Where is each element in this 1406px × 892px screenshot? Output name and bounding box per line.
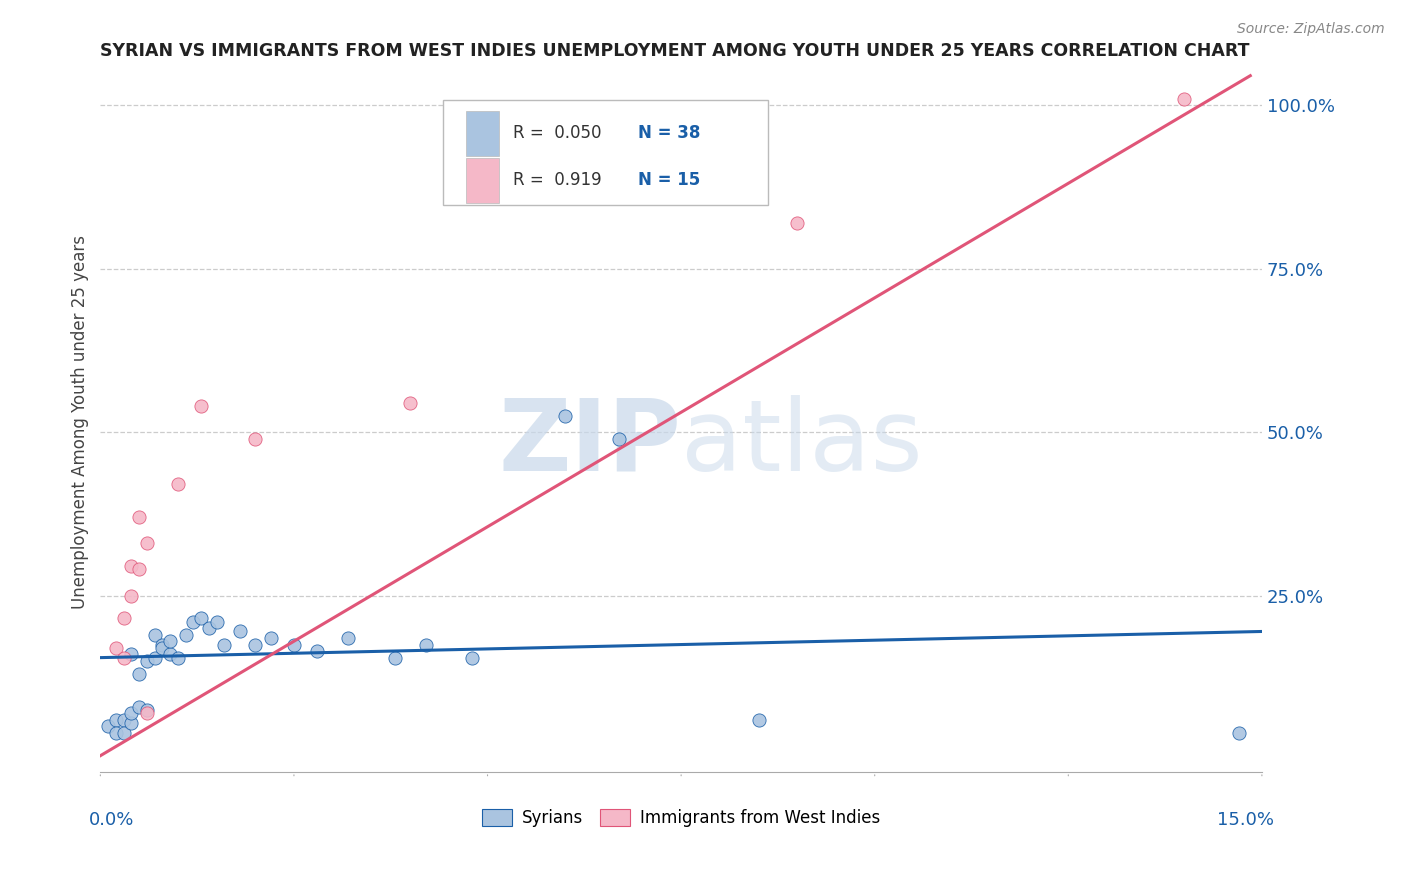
Text: R =  0.050: R = 0.050 [513,124,602,143]
Text: SYRIAN VS IMMIGRANTS FROM WEST INDIES UNEMPLOYMENT AMONG YOUTH UNDER 25 YEARS CO: SYRIAN VS IMMIGRANTS FROM WEST INDIES UN… [100,42,1250,60]
Point [212,638,235,652]
Point [461,650,484,665]
Point [112,611,135,625]
Point [104,713,127,727]
Point [120,706,142,721]
Point [337,631,360,645]
Point [260,631,283,645]
Point [166,650,188,665]
Point [143,628,166,642]
Point [120,589,142,603]
Point [181,615,204,629]
Point [159,634,181,648]
Y-axis label: Unemployment Among Youth under 25 years: Unemployment Among Youth under 25 years [72,235,89,609]
Point [150,638,173,652]
Point [1173,92,1195,106]
FancyBboxPatch shape [443,101,768,205]
Text: 15.0%: 15.0% [1216,811,1274,829]
Point [112,713,135,727]
Text: Source: ZipAtlas.com: Source: ZipAtlas.com [1237,22,1385,37]
Point [104,726,127,740]
Point [786,216,808,230]
Point [554,409,576,423]
Point [190,399,212,413]
Point [135,706,157,721]
Point [112,650,135,665]
Point [283,638,305,652]
Text: atlas: atlas [681,395,922,491]
Point [120,716,142,731]
Point [166,477,188,491]
Point [1227,726,1250,740]
Point [245,638,267,652]
Point [128,699,150,714]
Point [748,713,770,727]
FancyBboxPatch shape [467,158,499,203]
Point [245,432,267,446]
Point [143,650,166,665]
Point [135,654,157,668]
Point [159,648,181,662]
Point [415,638,437,652]
Point [190,611,212,625]
Point [112,726,135,740]
Point [307,644,329,658]
Point [607,432,630,446]
Text: N = 38: N = 38 [638,124,700,143]
Text: R =  0.919: R = 0.919 [513,171,602,189]
Legend: Syrians, Immigrants from West Indies: Syrians, Immigrants from West Indies [475,802,887,834]
Point [174,628,197,642]
Point [120,648,142,662]
Point [120,559,142,574]
Point [205,615,228,629]
Text: 0.0%: 0.0% [89,811,134,829]
Point [229,624,252,639]
Point [128,667,150,681]
Point [135,536,157,550]
Point [135,703,157,717]
Point [128,510,150,524]
Point [128,562,150,576]
Point [97,719,120,733]
Text: ZIP: ZIP [498,395,681,491]
Point [384,650,406,665]
FancyBboxPatch shape [467,111,499,156]
Point [197,621,219,635]
Text: N = 15: N = 15 [638,171,700,189]
Point [399,395,422,409]
Point [150,640,173,655]
Point [104,640,127,655]
